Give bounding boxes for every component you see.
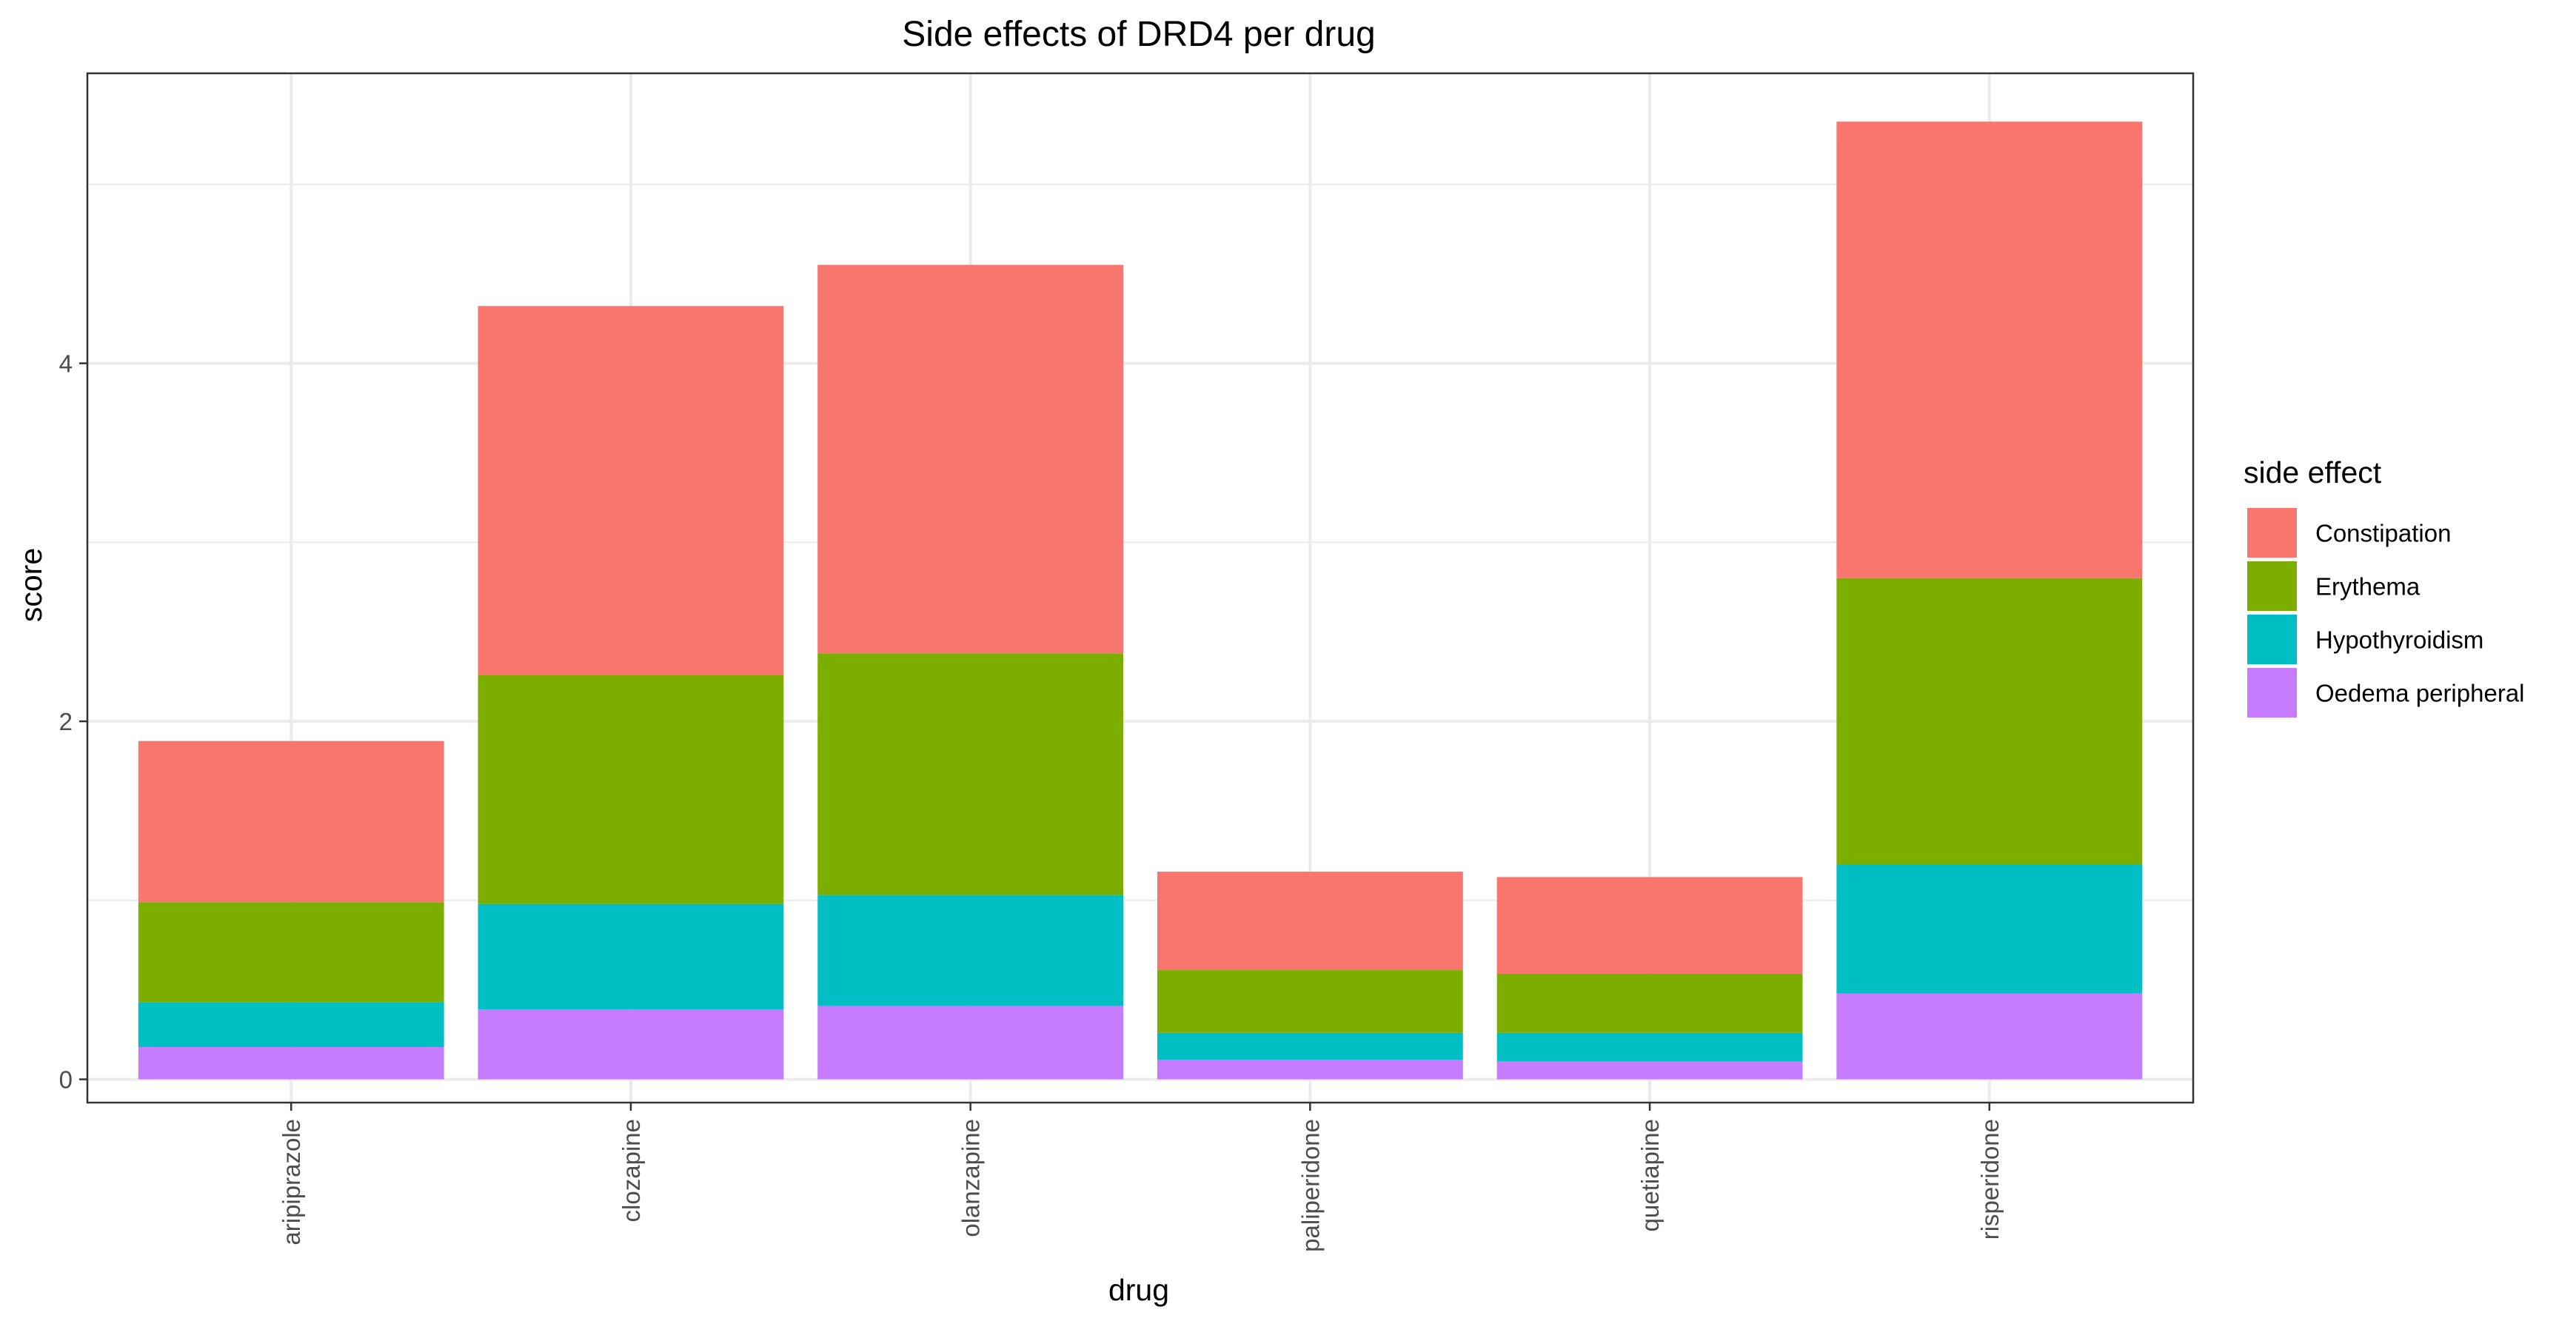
bar-segment-risperidone-hypothyroidism bbox=[1836, 864, 2143, 994]
bar-segment-quetiapine-hypothyroidism bbox=[1496, 1032, 1803, 1062]
legend-label: Constipation bbox=[2315, 520, 2451, 547]
x-tick-label: aripiprazole bbox=[278, 1119, 305, 1246]
bar-segment-paliperidone-hypothyroidism bbox=[1157, 1032, 1463, 1060]
x-tick-label: quetiapine bbox=[1636, 1119, 1664, 1231]
bar-segment-olanzapine-oedema-peripheral bbox=[817, 1006, 1124, 1080]
bar-segment-olanzapine-hypothyroidism bbox=[817, 895, 1124, 1006]
legend-label: Oedema peripheral bbox=[2315, 680, 2525, 707]
y-tick-label: 0 bbox=[59, 1066, 73, 1094]
legend-key-erythema bbox=[2247, 561, 2297, 611]
bar-segment-olanzapine-constipation bbox=[817, 264, 1124, 654]
legend-key-hypothyroidism bbox=[2247, 615, 2297, 664]
legend-label: Erythema bbox=[2315, 573, 2421, 601]
panel-border bbox=[86, 72, 2195, 1104]
y-tick-label: 4 bbox=[59, 350, 73, 378]
bar-segment-risperidone-oedema-peripheral bbox=[1836, 993, 2143, 1080]
legend-key-oedema-peripheral bbox=[2247, 668, 2297, 718]
x-tick-label: risperidone bbox=[1976, 1119, 2004, 1240]
bar-segment-quetiapine-oedema-peripheral bbox=[1496, 1061, 1803, 1080]
x-tick-label: olanzapine bbox=[957, 1119, 985, 1237]
x-axis-label: drug bbox=[1108, 1273, 1169, 1307]
legend: side effect Constipation Erythema Hypothyr… bbox=[2244, 455, 2525, 718]
bar-segment-quetiapine-constipation bbox=[1496, 877, 1803, 974]
bar-segment-paliperidone-erythema bbox=[1157, 970, 1463, 1033]
legend-label: Hypothyroidism bbox=[2315, 626, 2483, 654]
bar-segment-paliperidone-constipation bbox=[1157, 872, 1463, 971]
bar-segment-clozapine-erythema bbox=[478, 675, 784, 904]
bar-segment-risperidone-erythema bbox=[1836, 578, 2143, 865]
bar-segment-clozapine-constipation bbox=[478, 306, 784, 675]
chart-title: Side effects of DRD4 per drug bbox=[902, 15, 1375, 54]
x-tick-label: clozapine bbox=[618, 1119, 645, 1222]
legend-key-constipation bbox=[2247, 508, 2297, 558]
bar-segment-quetiapine-erythema bbox=[1496, 973, 1803, 1033]
bar-segment-paliperidone-oedema-peripheral bbox=[1157, 1059, 1463, 1080]
legend-title: side effect bbox=[2244, 455, 2382, 489]
bar-segment-risperidone-constipation bbox=[1836, 121, 2143, 578]
bar-segment-aripiprazole-oedema-peripheral bbox=[138, 1047, 444, 1080]
y-axis-label: score bbox=[14, 548, 48, 622]
y-tick-label: 2 bbox=[59, 708, 73, 735]
bar-segment-aripiprazole-constipation bbox=[138, 740, 444, 903]
bar-segment-aripiprazole-hypothyroidism bbox=[138, 1002, 444, 1048]
bar-segment-clozapine-oedema-peripheral bbox=[478, 1009, 784, 1080]
bar-segment-aripiprazole-erythema bbox=[138, 902, 444, 1003]
bar-segment-clozapine-hypothyroidism bbox=[478, 903, 784, 1010]
bar-segment-olanzapine-erythema bbox=[817, 653, 1124, 895]
x-tick-label: paliperidone bbox=[1297, 1119, 1324, 1252]
